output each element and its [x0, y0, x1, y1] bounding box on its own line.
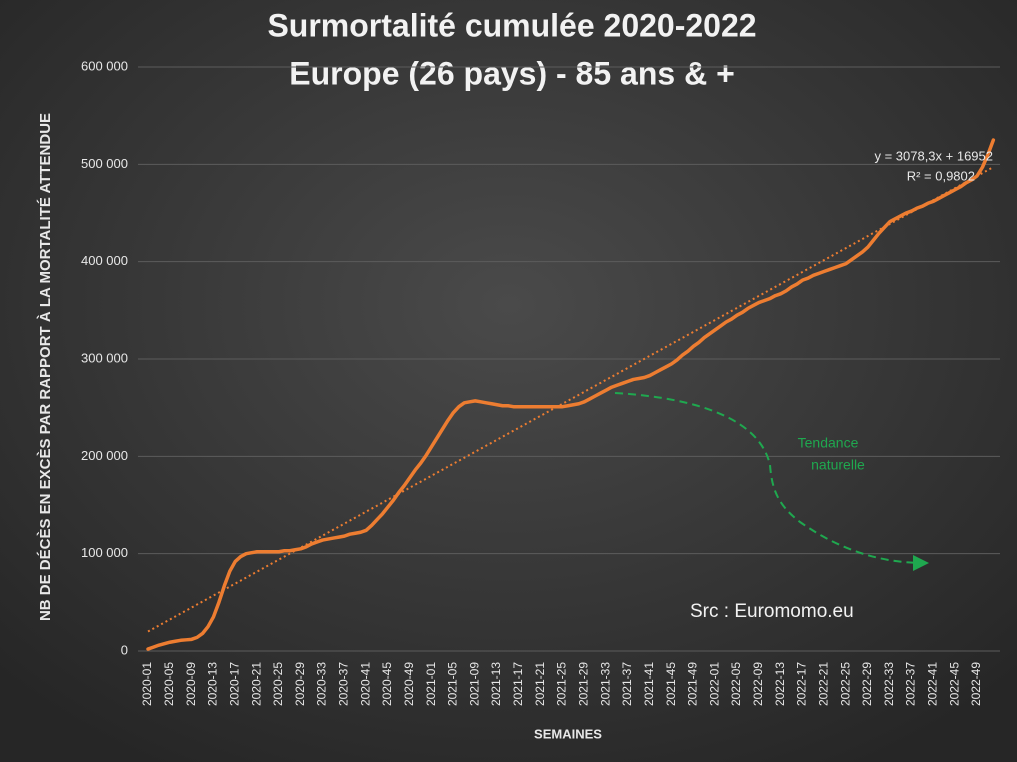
x-tick-label: 2021-45 [664, 662, 678, 706]
x-tick-label: 2021-29 [576, 662, 590, 706]
x-tick-label: 2021-25 [555, 662, 569, 706]
x-axis-label: SEMAINES [534, 726, 602, 741]
data-line [146, 138, 996, 651]
x-tick-label: 2021-21 [533, 662, 547, 706]
x-tick-label: 2020-33 [315, 662, 329, 706]
x-tick-label: 2020-25 [271, 662, 285, 706]
x-tick-label: 2022-09 [751, 662, 765, 706]
x-tick-label: 2020-29 [293, 662, 307, 706]
x-tick-label: 2020-21 [249, 662, 263, 706]
x-tick-label: 2020-45 [380, 662, 394, 706]
x-tick-label: 2021-33 [598, 662, 612, 706]
x-tick-label: 2021-41 [642, 662, 656, 706]
natural-trend-arrow [614, 392, 929, 571]
x-tick-label: 2021-09 [467, 662, 481, 706]
chart-title: Surmortalité cumulée 2020-2022 [267, 7, 756, 43]
x-tick-label: 2022-33 [882, 662, 896, 706]
x-tick-label: 2020-01 [140, 662, 154, 706]
y-axis-label: NB DE DÉCÈS EN EXCÈS PAR RAPPORT À LA MO… [37, 113, 54, 621]
x-tick-label: 2021-37 [620, 662, 634, 706]
x-tick-label: 2021-01 [424, 662, 438, 706]
trendline [147, 166, 994, 633]
x-tick-label: 2021-13 [489, 662, 503, 706]
x-tick-label: 2020-09 [184, 662, 198, 706]
x-tick-label: 2022-29 [860, 662, 874, 706]
x-tick-label: 2022-25 [838, 662, 852, 706]
y-tick-label: 0 [121, 642, 128, 657]
x-tick-label: 2020-17 [227, 662, 241, 706]
annotation: naturelle [811, 457, 865, 473]
x-tick-label: 2022-49 [969, 662, 983, 706]
y-tick-label: 100 000 [81, 545, 128, 560]
y-tick-label: 600 000 [81, 58, 128, 73]
x-tick-label: 2020-49 [402, 662, 416, 706]
trendline-r2: R² = 0,9802 [907, 168, 975, 183]
x-tick-label: 2022-41 [926, 662, 940, 706]
x-tick-label: 2022-01 [707, 662, 721, 706]
x-tick-label: 2022-05 [729, 662, 743, 706]
y-tick-label: 300 000 [81, 350, 128, 365]
x-tick-label: 2022-45 [947, 662, 961, 706]
source: Src : Euromomo.eu [690, 601, 854, 622]
annotation: Tendance [798, 435, 859, 451]
x-tick-label: 2021-49 [686, 662, 700, 706]
x-tick-label: 2022-37 [904, 662, 918, 706]
x-tick-label: 2022-21 [816, 662, 830, 706]
y-tick-label: 400 000 [81, 253, 128, 268]
chart-subtitle: Europe (26 pays) - 85 ans & + [289, 55, 735, 91]
x-tick-label: 2022-13 [773, 662, 787, 706]
x-tick-label: 2020-41 [358, 662, 372, 706]
trendline-equation: y = 3078,3x + 16952 [874, 148, 993, 163]
y-tick-label: 500 000 [81, 156, 128, 171]
x-tick-label: 2020-13 [206, 662, 220, 706]
x-tick-label: 2021-05 [446, 662, 460, 706]
x-tick-label: 2020-37 [337, 662, 351, 706]
x-tick-label: 2021-17 [511, 662, 525, 706]
x-tick-label: 2022-17 [795, 662, 809, 706]
y-tick-label: 200 000 [81, 448, 128, 463]
x-tick-label: 2020-05 [162, 662, 176, 706]
